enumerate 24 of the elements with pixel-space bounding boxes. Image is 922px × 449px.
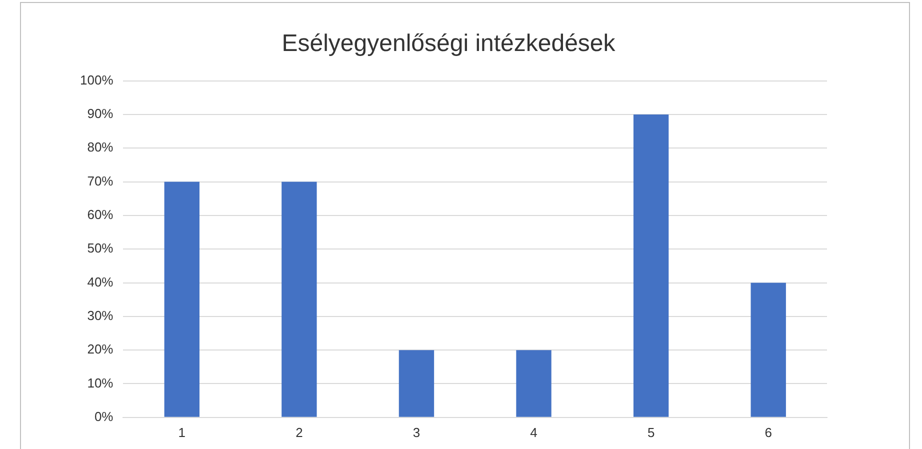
y-tick-label: 30% (87, 308, 114, 323)
chart-title: Esélyegyenlőségi intézkedések (282, 30, 616, 58)
y-tick-label: 90% (87, 106, 114, 122)
y-tick-label: 0% (94, 408, 114, 424)
x-tick-label: 6 (764, 424, 772, 440)
bar (633, 114, 669, 417)
y-tick-label: 50% (87, 240, 114, 256)
y-tick-label: 80% (87, 140, 114, 155)
y-tick-label: 60% (87, 207, 114, 222)
y-tick-label: 10% (87, 375, 114, 390)
bar (398, 350, 434, 417)
bar (750, 282, 786, 417)
y-tick-label: 20% (87, 342, 114, 357)
bar (164, 182, 200, 417)
x-tick-label: 3 (412, 424, 420, 440)
x-tick-label: 5 (647, 424, 655, 440)
y-tick-label: 70% (87, 173, 114, 188)
x-tick-label: 1 (178, 424, 186, 440)
y-tick-label: 40% (87, 274, 114, 290)
x-tick-label: 2 (296, 424, 303, 440)
bar (516, 350, 552, 417)
bar (282, 182, 317, 417)
y-tick-label: 100% (80, 72, 114, 88)
x-tick-label: 4 (530, 424, 538, 440)
